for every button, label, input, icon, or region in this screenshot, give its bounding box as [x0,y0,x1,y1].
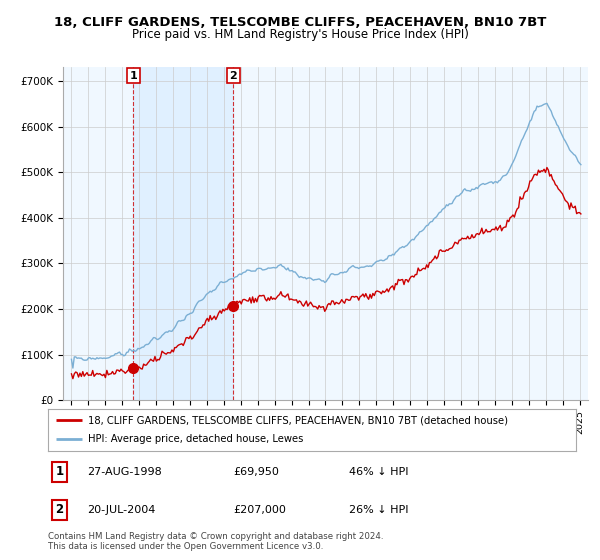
Text: 18, CLIFF GARDENS, TELSCOMBE CLIFFS, PEACEHAVEN, BN10 7BT: 18, CLIFF GARDENS, TELSCOMBE CLIFFS, PEA… [54,16,546,29]
Text: 27-AUG-1998: 27-AUG-1998 [88,467,163,477]
Text: 26% ↓ HPI: 26% ↓ HPI [349,505,409,515]
Text: 1: 1 [56,465,64,478]
Text: Contains HM Land Registry data © Crown copyright and database right 2024.
This d: Contains HM Land Registry data © Crown c… [48,532,383,552]
Text: 20-JUL-2004: 20-JUL-2004 [88,505,156,515]
Text: 2: 2 [56,503,64,516]
Text: Price paid vs. HM Land Registry's House Price Index (HPI): Price paid vs. HM Land Registry's House … [131,28,469,41]
Text: 46% ↓ HPI: 46% ↓ HPI [349,467,409,477]
Text: £69,950: £69,950 [233,467,278,477]
Text: 18, CLIFF GARDENS, TELSCOMBE CLIFFS, PEACEHAVEN, BN10 7BT (detached house): 18, CLIFF GARDENS, TELSCOMBE CLIFFS, PEA… [88,415,508,425]
Text: £207,000: £207,000 [233,505,286,515]
Text: 1: 1 [130,71,137,81]
Bar [133,67,233,400]
Text: HPI: Average price, detached house, Lewes: HPI: Average price, detached house, Lewe… [88,435,303,445]
Text: 2: 2 [229,71,237,81]
